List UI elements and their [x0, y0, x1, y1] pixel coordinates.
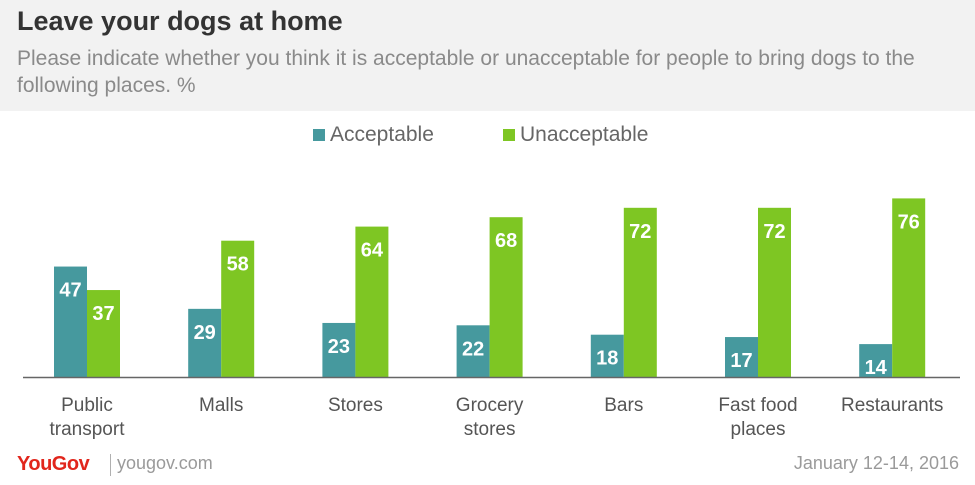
bar-unacceptable-1: [221, 240, 255, 377]
legend-item-unacceptable: Unacceptable: [503, 122, 648, 148]
legend-swatch-acceptable: [313, 129, 325, 141]
footer-divider: [110, 454, 111, 476]
bar-acceptable-2: [322, 322, 356, 377]
category-label-3: Grocery stores: [456, 395, 524, 440]
bar-acceptable-5: [725, 337, 758, 377]
bar-acceptable-6: [859, 344, 893, 377]
category-label-5: Fast food places: [718, 395, 797, 440]
data-label-unacceptable-6: 76: [898, 211, 920, 233]
category-label-6: Restaurants: [841, 395, 943, 416]
bar-chart: 47 37 Public transport 29 58 Malls 23 64 Stores 22…: [23, 198, 960, 440]
data-label-acceptable-6: 14: [865, 357, 888, 379]
bar-unacceptable-3: [489, 217, 523, 377]
data-label-acceptable-3: 22: [462, 338, 484, 360]
bar-acceptable-1: [188, 308, 222, 377]
chart-title: Leave your dogs at home: [17, 6, 343, 36]
legend-swatch-unacceptable: [503, 129, 515, 141]
bar-unacceptable-4: [623, 207, 657, 377]
data-label-acceptable-0: 47: [59, 280, 81, 302]
category-label-1: Malls: [199, 395, 243, 416]
bar-acceptable-0: [54, 266, 87, 377]
data-label-unacceptable-2: 64: [361, 240, 384, 262]
bar-acceptable-4: [590, 334, 624, 377]
footer-date: January 12-14, 2016: [793, 453, 959, 473]
bar-unacceptable-2: [355, 226, 389, 377]
data-label-unacceptable-5: 72: [763, 221, 785, 243]
data-label-unacceptable-4: 72: [629, 221, 651, 243]
data-label-acceptable-4: 18: [596, 348, 618, 370]
yougov-logo: YouGov: [17, 453, 90, 475]
category-label-4: Bars: [604, 395, 643, 416]
legend: Acceptable Unacceptable: [0, 122, 975, 148]
data-label-unacceptable-1: 58: [227, 254, 249, 276]
data-label-unacceptable-0: 37: [92, 303, 114, 325]
header-band: Leave your dogs at home Please indicate …: [0, 0, 975, 111]
chart-subtitle: Please indicate whether you think it is …: [17, 47, 915, 97]
data-label-acceptable-1: 29: [194, 322, 216, 344]
legend-item-acceptable: Acceptable: [313, 122, 434, 148]
bar-acceptable-3: [456, 325, 490, 377]
data-label-acceptable-5: 17: [730, 350, 752, 372]
bar-unacceptable-0: [87, 290, 120, 377]
data-label-unacceptable-3: 68: [495, 230, 517, 252]
legend-label-unacceptable: Unacceptable: [520, 123, 649, 146]
legend-label-acceptable: Acceptable: [330, 123, 434, 146]
category-label-0: Public transport: [50, 395, 126, 440]
bar-unacceptable-6: [892, 198, 926, 377]
bar-unacceptable-5: [758, 207, 791, 377]
footer-site: yougov.com: [117, 453, 213, 473]
category-label-2: Stores: [328, 395, 383, 416]
data-label-acceptable-2: 23: [328, 336, 350, 358]
